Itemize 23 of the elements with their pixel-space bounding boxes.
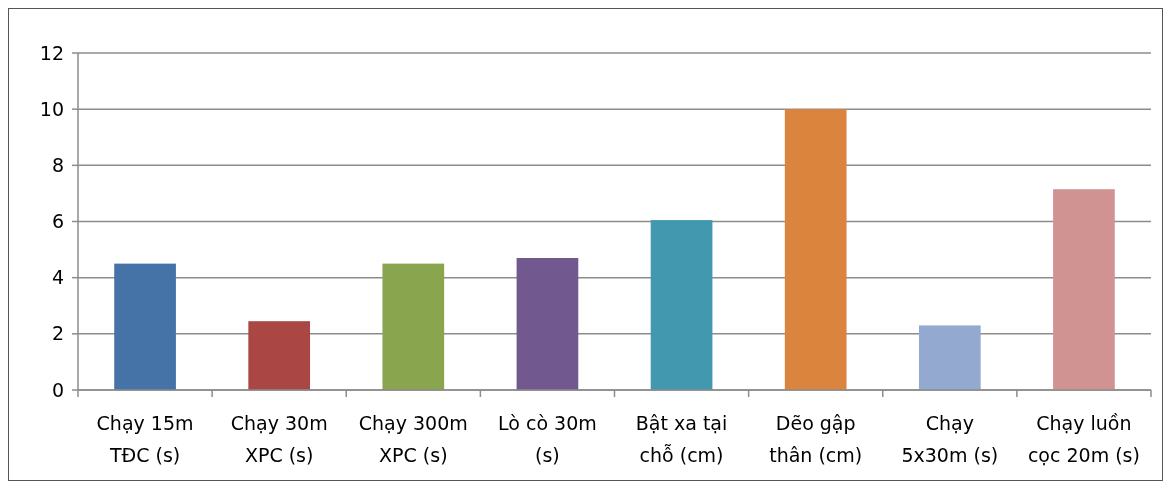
x-tick-label: Chạy 15m TĐC (s): [96, 412, 194, 466]
bar: [114, 263, 176, 390]
bar: [1053, 189, 1115, 390]
bar: [650, 220, 713, 390]
x-tick-label: Dẽo gập thân (cm): [769, 412, 863, 466]
y-tick-label: 2: [51, 322, 64, 345]
x-tick-label: Chạy 30m XPC (s): [230, 412, 328, 466]
x-tick-label: Bật xa tại chỗ (cm): [635, 412, 728, 466]
x-tick-label: Chạy luồn cọc 20m (s): [1027, 412, 1140, 466]
y-tick-label: 8: [51, 153, 64, 176]
x-tick-label: Chạy 300m XPC (s): [358, 412, 468, 466]
bar: [516, 258, 579, 390]
x-tick-label: Chạy 5x30m (s): [901, 412, 999, 466]
bar: [382, 263, 445, 390]
bar: [918, 325, 981, 390]
bar: [784, 109, 847, 390]
y-tick-label: 6: [51, 210, 64, 233]
x-tick-label: Lò cò 30m (s): [498, 412, 597, 466]
bar: [248, 321, 311, 390]
y-tick-label: 0: [51, 378, 64, 401]
y-tick-label: 10: [39, 97, 64, 120]
y-tick-label: 12: [39, 41, 64, 64]
y-tick-label: 4: [51, 266, 64, 289]
